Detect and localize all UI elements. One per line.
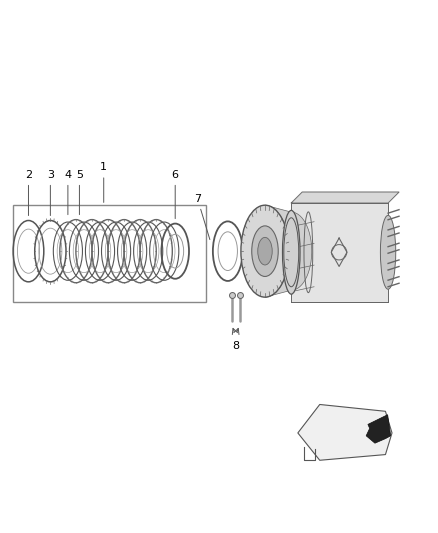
Polygon shape (265, 205, 312, 297)
Ellipse shape (283, 211, 300, 294)
Text: 6: 6 (172, 170, 179, 219)
Ellipse shape (258, 237, 272, 265)
Polygon shape (366, 415, 391, 443)
Text: 4: 4 (64, 170, 71, 215)
Text: 5: 5 (76, 170, 83, 215)
Ellipse shape (271, 212, 312, 290)
Text: 1: 1 (100, 163, 107, 203)
Ellipse shape (252, 226, 278, 277)
Polygon shape (298, 405, 392, 461)
Text: 7: 7 (194, 194, 210, 239)
Bar (13, 205, 206, 302)
Ellipse shape (380, 215, 396, 289)
Text: 8: 8 (232, 341, 239, 351)
Text: 3: 3 (47, 170, 54, 215)
Text: 2: 2 (25, 170, 32, 215)
Bar (291, 203, 388, 302)
Ellipse shape (241, 205, 289, 297)
Polygon shape (291, 192, 399, 203)
